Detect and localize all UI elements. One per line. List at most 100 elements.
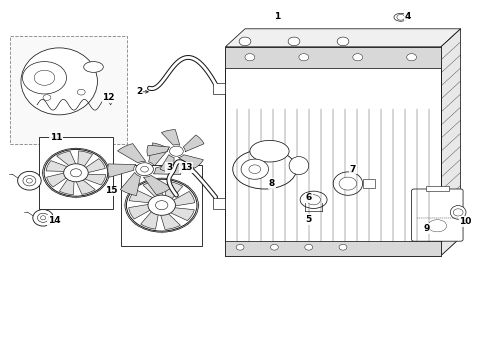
Circle shape — [453, 209, 463, 216]
Polygon shape — [178, 155, 203, 168]
Polygon shape — [74, 177, 95, 194]
Circle shape — [307, 195, 320, 205]
Circle shape — [77, 89, 85, 95]
Polygon shape — [148, 143, 169, 166]
Ellipse shape — [26, 178, 32, 183]
Circle shape — [353, 54, 363, 61]
Circle shape — [305, 244, 313, 250]
Circle shape — [249, 165, 261, 174]
Text: 5: 5 — [306, 215, 312, 224]
Polygon shape — [153, 161, 181, 175]
Ellipse shape — [300, 191, 327, 208]
Polygon shape — [441, 29, 461, 256]
Bar — [363, 179, 375, 188]
Ellipse shape — [37, 213, 49, 222]
Bar — [213, 198, 225, 209]
Circle shape — [44, 149, 108, 196]
Circle shape — [245, 54, 255, 61]
Bar — [39, 137, 113, 209]
Text: 10: 10 — [459, 217, 472, 226]
Circle shape — [337, 37, 349, 46]
Text: 1: 1 — [274, 12, 280, 21]
Bar — [225, 47, 441, 256]
Polygon shape — [183, 135, 204, 152]
Text: 13: 13 — [180, 163, 193, 172]
Polygon shape — [77, 151, 93, 170]
Ellipse shape — [289, 157, 309, 175]
Bar — [213, 83, 225, 94]
Text: 8: 8 — [269, 179, 275, 188]
Text: 4: 4 — [404, 12, 411, 21]
Polygon shape — [159, 210, 180, 229]
Circle shape — [34, 70, 55, 85]
Polygon shape — [144, 175, 172, 195]
Bar — [122, 165, 202, 246]
Text: 15: 15 — [105, 186, 118, 195]
Polygon shape — [57, 151, 77, 168]
Circle shape — [239, 37, 251, 46]
Text: 11: 11 — [50, 133, 63, 142]
Circle shape — [299, 54, 309, 61]
Polygon shape — [118, 144, 146, 163]
Circle shape — [339, 244, 347, 250]
Text: 6: 6 — [306, 194, 312, 202]
Polygon shape — [143, 181, 164, 200]
Polygon shape — [46, 161, 73, 172]
Polygon shape — [129, 203, 155, 219]
Circle shape — [126, 179, 197, 231]
Polygon shape — [59, 175, 74, 195]
Circle shape — [270, 244, 278, 250]
Circle shape — [64, 164, 88, 182]
FancyBboxPatch shape — [412, 189, 463, 241]
Text: 2: 2 — [137, 87, 143, 96]
Polygon shape — [225, 29, 461, 47]
Circle shape — [288, 37, 300, 46]
Text: 9: 9 — [423, 224, 430, 233]
Polygon shape — [121, 172, 141, 195]
Polygon shape — [169, 192, 195, 207]
Circle shape — [170, 146, 183, 156]
Polygon shape — [147, 145, 170, 156]
Circle shape — [23, 62, 67, 94]
Circle shape — [155, 201, 168, 210]
Circle shape — [71, 169, 81, 177]
Bar — [10, 36, 127, 144]
Text: 3: 3 — [166, 163, 172, 172]
Circle shape — [397, 14, 405, 20]
Circle shape — [148, 195, 175, 215]
Polygon shape — [47, 172, 70, 187]
Ellipse shape — [84, 62, 103, 72]
Polygon shape — [165, 207, 195, 221]
Circle shape — [136, 163, 153, 176]
Circle shape — [241, 159, 269, 179]
Text: 7: 7 — [349, 165, 356, 174]
Ellipse shape — [394, 13, 408, 21]
Polygon shape — [160, 154, 174, 173]
Polygon shape — [129, 190, 158, 203]
Ellipse shape — [18, 171, 41, 190]
Bar — [225, 47, 441, 68]
Polygon shape — [164, 181, 183, 203]
Ellipse shape — [233, 149, 296, 189]
Circle shape — [339, 177, 357, 190]
Ellipse shape — [21, 48, 98, 115]
Circle shape — [43, 95, 51, 100]
Circle shape — [407, 54, 416, 61]
Ellipse shape — [41, 216, 46, 220]
Ellipse shape — [333, 172, 363, 195]
Ellipse shape — [450, 206, 466, 219]
Polygon shape — [141, 208, 159, 229]
Circle shape — [236, 244, 244, 250]
Polygon shape — [79, 174, 106, 185]
Ellipse shape — [33, 210, 53, 226]
Polygon shape — [82, 159, 105, 174]
Polygon shape — [161, 130, 180, 145]
Bar — [426, 186, 449, 191]
Bar — [225, 241, 441, 256]
Ellipse shape — [23, 176, 36, 186]
Text: 12: 12 — [102, 94, 115, 102]
Polygon shape — [108, 164, 136, 177]
Text: 14: 14 — [48, 216, 60, 225]
Ellipse shape — [250, 140, 289, 162]
Circle shape — [141, 166, 148, 172]
